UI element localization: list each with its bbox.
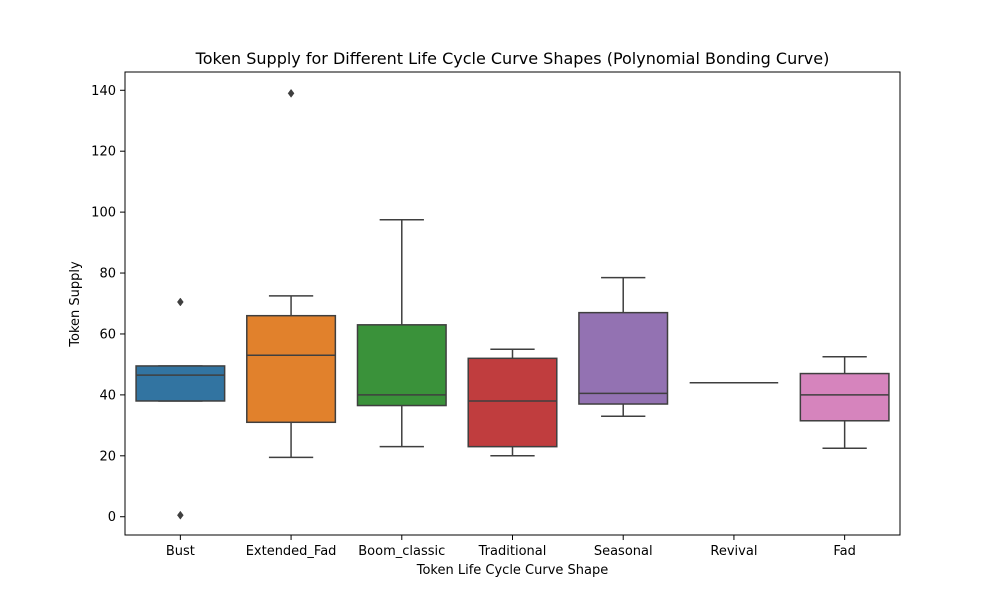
y-tick-label: 140: [91, 84, 116, 99]
x-axis-label: Token Life Cycle Curve Shape: [416, 563, 609, 578]
x-tick-label: Traditional: [478, 544, 547, 559]
y-axis-label: Token Supply: [68, 261, 83, 348]
box-iqr: [246, 314, 337, 424]
y-tick-label: 60: [99, 327, 116, 342]
x-tick-label: Seasonal: [594, 544, 653, 559]
y-tick-label: 0: [108, 510, 116, 525]
x-tick-label: Extended_Fad: [246, 544, 337, 559]
box-iqr: [467, 357, 558, 448]
box-group: [356, 218, 447, 448]
box-group: [799, 356, 890, 449]
box-iqr: [578, 311, 669, 405]
y-tick-label: 100: [91, 206, 116, 221]
x-tick-label: Bust: [166, 544, 195, 559]
box-iqr: [135, 365, 226, 402]
box-group: [246, 88, 337, 459]
outlier-point: [177, 297, 184, 307]
plot-frame: [124, 71, 901, 536]
outlier-point: [287, 88, 295, 98]
box-iqr: [356, 324, 447, 407]
chart-title: Token Supply for Different Life Cycle Cu…: [195, 49, 830, 68]
box-group: [135, 297, 226, 520]
box-group: [467, 348, 558, 457]
y-tick-label: 80: [99, 267, 116, 282]
y-tick-label: 20: [99, 449, 116, 464]
x-tick-label: Revival: [710, 544, 757, 559]
box-group: [578, 276, 669, 417]
y-tick-label: 120: [91, 145, 116, 160]
x-tick-label: Fad: [833, 544, 856, 559]
y-tick-label: 40: [99, 388, 116, 403]
x-tick-label: Boom_classic: [358, 544, 445, 559]
outlier-point: [177, 510, 184, 520]
box-iqr: [799, 372, 890, 422]
